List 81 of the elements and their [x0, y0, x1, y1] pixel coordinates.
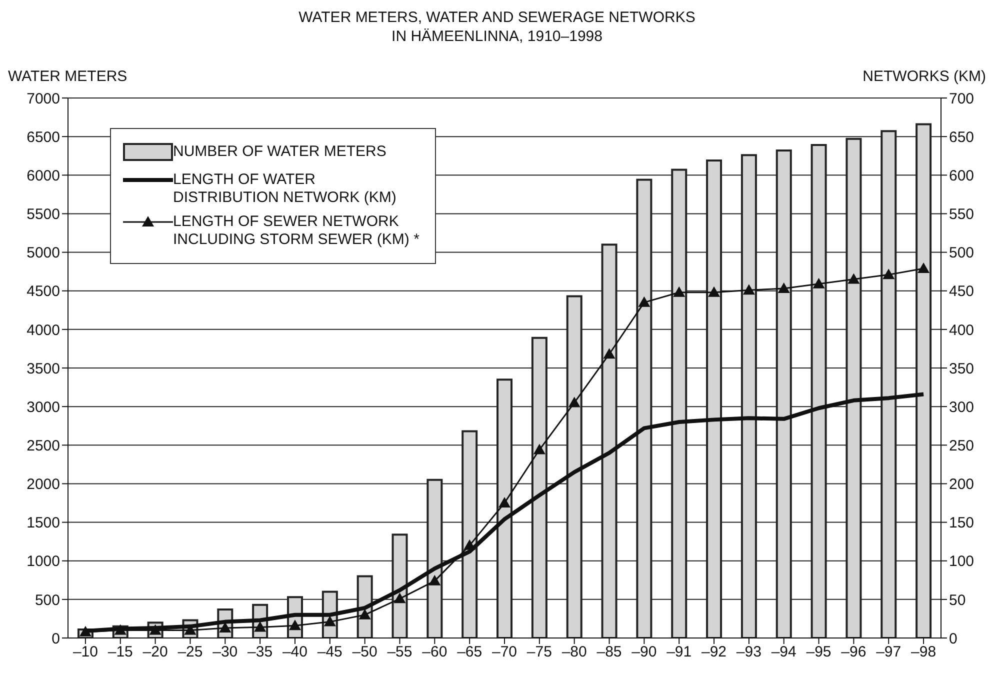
chart-title: WATER METERS, WATER AND SEWERAGE NETWORKS IN HÄMEENLINNA, 1910–1998 — [298, 8, 696, 46]
point — [498, 497, 510, 508]
y2-tick-label: 350 — [949, 360, 974, 378]
x-tick-label: –92 — [702, 644, 727, 661]
point — [603, 348, 616, 359]
point — [358, 608, 371, 620]
y2-tick-label: 400 — [949, 322, 974, 339]
x-tick-label: –93 — [736, 644, 762, 661]
x-tick-label: –55 — [387, 644, 412, 661]
x-tick-label: –98 — [911, 644, 936, 661]
point — [742, 284, 755, 295]
point — [673, 286, 686, 297]
point — [324, 616, 336, 626]
y-tick-label: 5500 — [26, 206, 60, 224]
legend-label: LENGTH OF SEWER NETWORK INCLUDING STORM SEWER (KM) * — [173, 213, 420, 249]
y2-tick-label: 700 — [949, 90, 974, 108]
legend-label: NUMBER OF WATER METERS — [173, 143, 386, 161]
point — [708, 286, 720, 297]
x-tick-label: –90 — [632, 644, 657, 661]
point — [812, 278, 825, 288]
x-tick-label: –25 — [178, 644, 203, 661]
x-tick-label: –95 — [806, 644, 832, 661]
y-tick-label: 2000 — [26, 476, 60, 494]
y2-tick-label: 100 — [949, 553, 974, 570]
x-tick-label: –45 — [317, 644, 342, 661]
y2-tick-label: 600 — [949, 167, 974, 184]
y2-tick-label: 150 — [949, 514, 974, 532]
point — [114, 624, 126, 635]
y2-tick-label: 650 — [949, 128, 974, 146]
point — [568, 396, 580, 408]
y-tick-label: 3000 — [26, 398, 60, 416]
y-tick-label: 6500 — [26, 128, 60, 146]
x-tick-label: –65 — [457, 644, 482, 661]
point — [533, 444, 546, 454]
y2-tick-label: 450 — [949, 283, 974, 300]
point — [638, 296, 650, 307]
point — [918, 262, 930, 273]
point — [394, 592, 406, 604]
y-axis-title: WATER METERS — [8, 68, 128, 87]
point — [288, 620, 301, 630]
y-tick-label: 5000 — [26, 244, 60, 262]
x-tick-label: –70 — [492, 644, 518, 661]
point — [464, 539, 476, 550]
x-tick-label: –40 — [282, 644, 308, 661]
x-tick-label: –10 — [72, 644, 98, 661]
y2-tick-label: 50 — [949, 592, 966, 609]
x-tick-label: –30 — [212, 644, 238, 661]
x-tick-label: –97 — [876, 644, 902, 661]
point — [882, 268, 895, 280]
legend-label: LENGTH OF WATER DISTRIBUTION NETWORK (KM) — [173, 171, 398, 207]
y-tick-label: 7000 — [26, 90, 60, 108]
x-tick-label: –35 — [248, 644, 273, 661]
point — [778, 282, 790, 294]
y-tick-label: 2500 — [26, 437, 60, 454]
y2-tick-label: 550 — [949, 206, 974, 224]
y2-tick-label: 500 — [949, 244, 974, 262]
y-tick-label: 500 — [34, 592, 60, 609]
x-tick-label: –80 — [562, 644, 587, 661]
y2-tick-label: 250 — [949, 437, 974, 454]
y-tick-label: 4000 — [26, 322, 60, 339]
x-tick-label: –50 — [352, 644, 378, 661]
x-tick-label: –91 — [666, 644, 692, 661]
point — [848, 273, 860, 284]
x-tick-label: –20 — [142, 644, 168, 661]
x-tick-label: –94 — [771, 644, 796, 661]
x-tick-label: –75 — [526, 644, 552, 661]
x-tick-label: –85 — [596, 644, 622, 661]
y2-tick-label: 0 — [949, 630, 958, 648]
x-tick-label: –60 — [422, 644, 448, 661]
point — [428, 574, 441, 586]
y2-tick-label: 200 — [949, 476, 974, 494]
x-tick-label: –15 — [108, 644, 133, 661]
y-tick-label: 1500 — [26, 514, 60, 532]
y-tick-label: 1000 — [26, 553, 60, 570]
y-tick-label: 0 — [52, 630, 60, 648]
x-tick-label: –96 — [841, 644, 866, 661]
y-tick-label: 3500 — [26, 360, 60, 378]
y2-tick-label: 300 — [949, 398, 974, 416]
y2-axis-title: NETWORKS (KM) — [862, 68, 986, 87]
y-tick-label: 4500 — [26, 283, 60, 300]
y-tick-label: 6000 — [26, 167, 60, 184]
